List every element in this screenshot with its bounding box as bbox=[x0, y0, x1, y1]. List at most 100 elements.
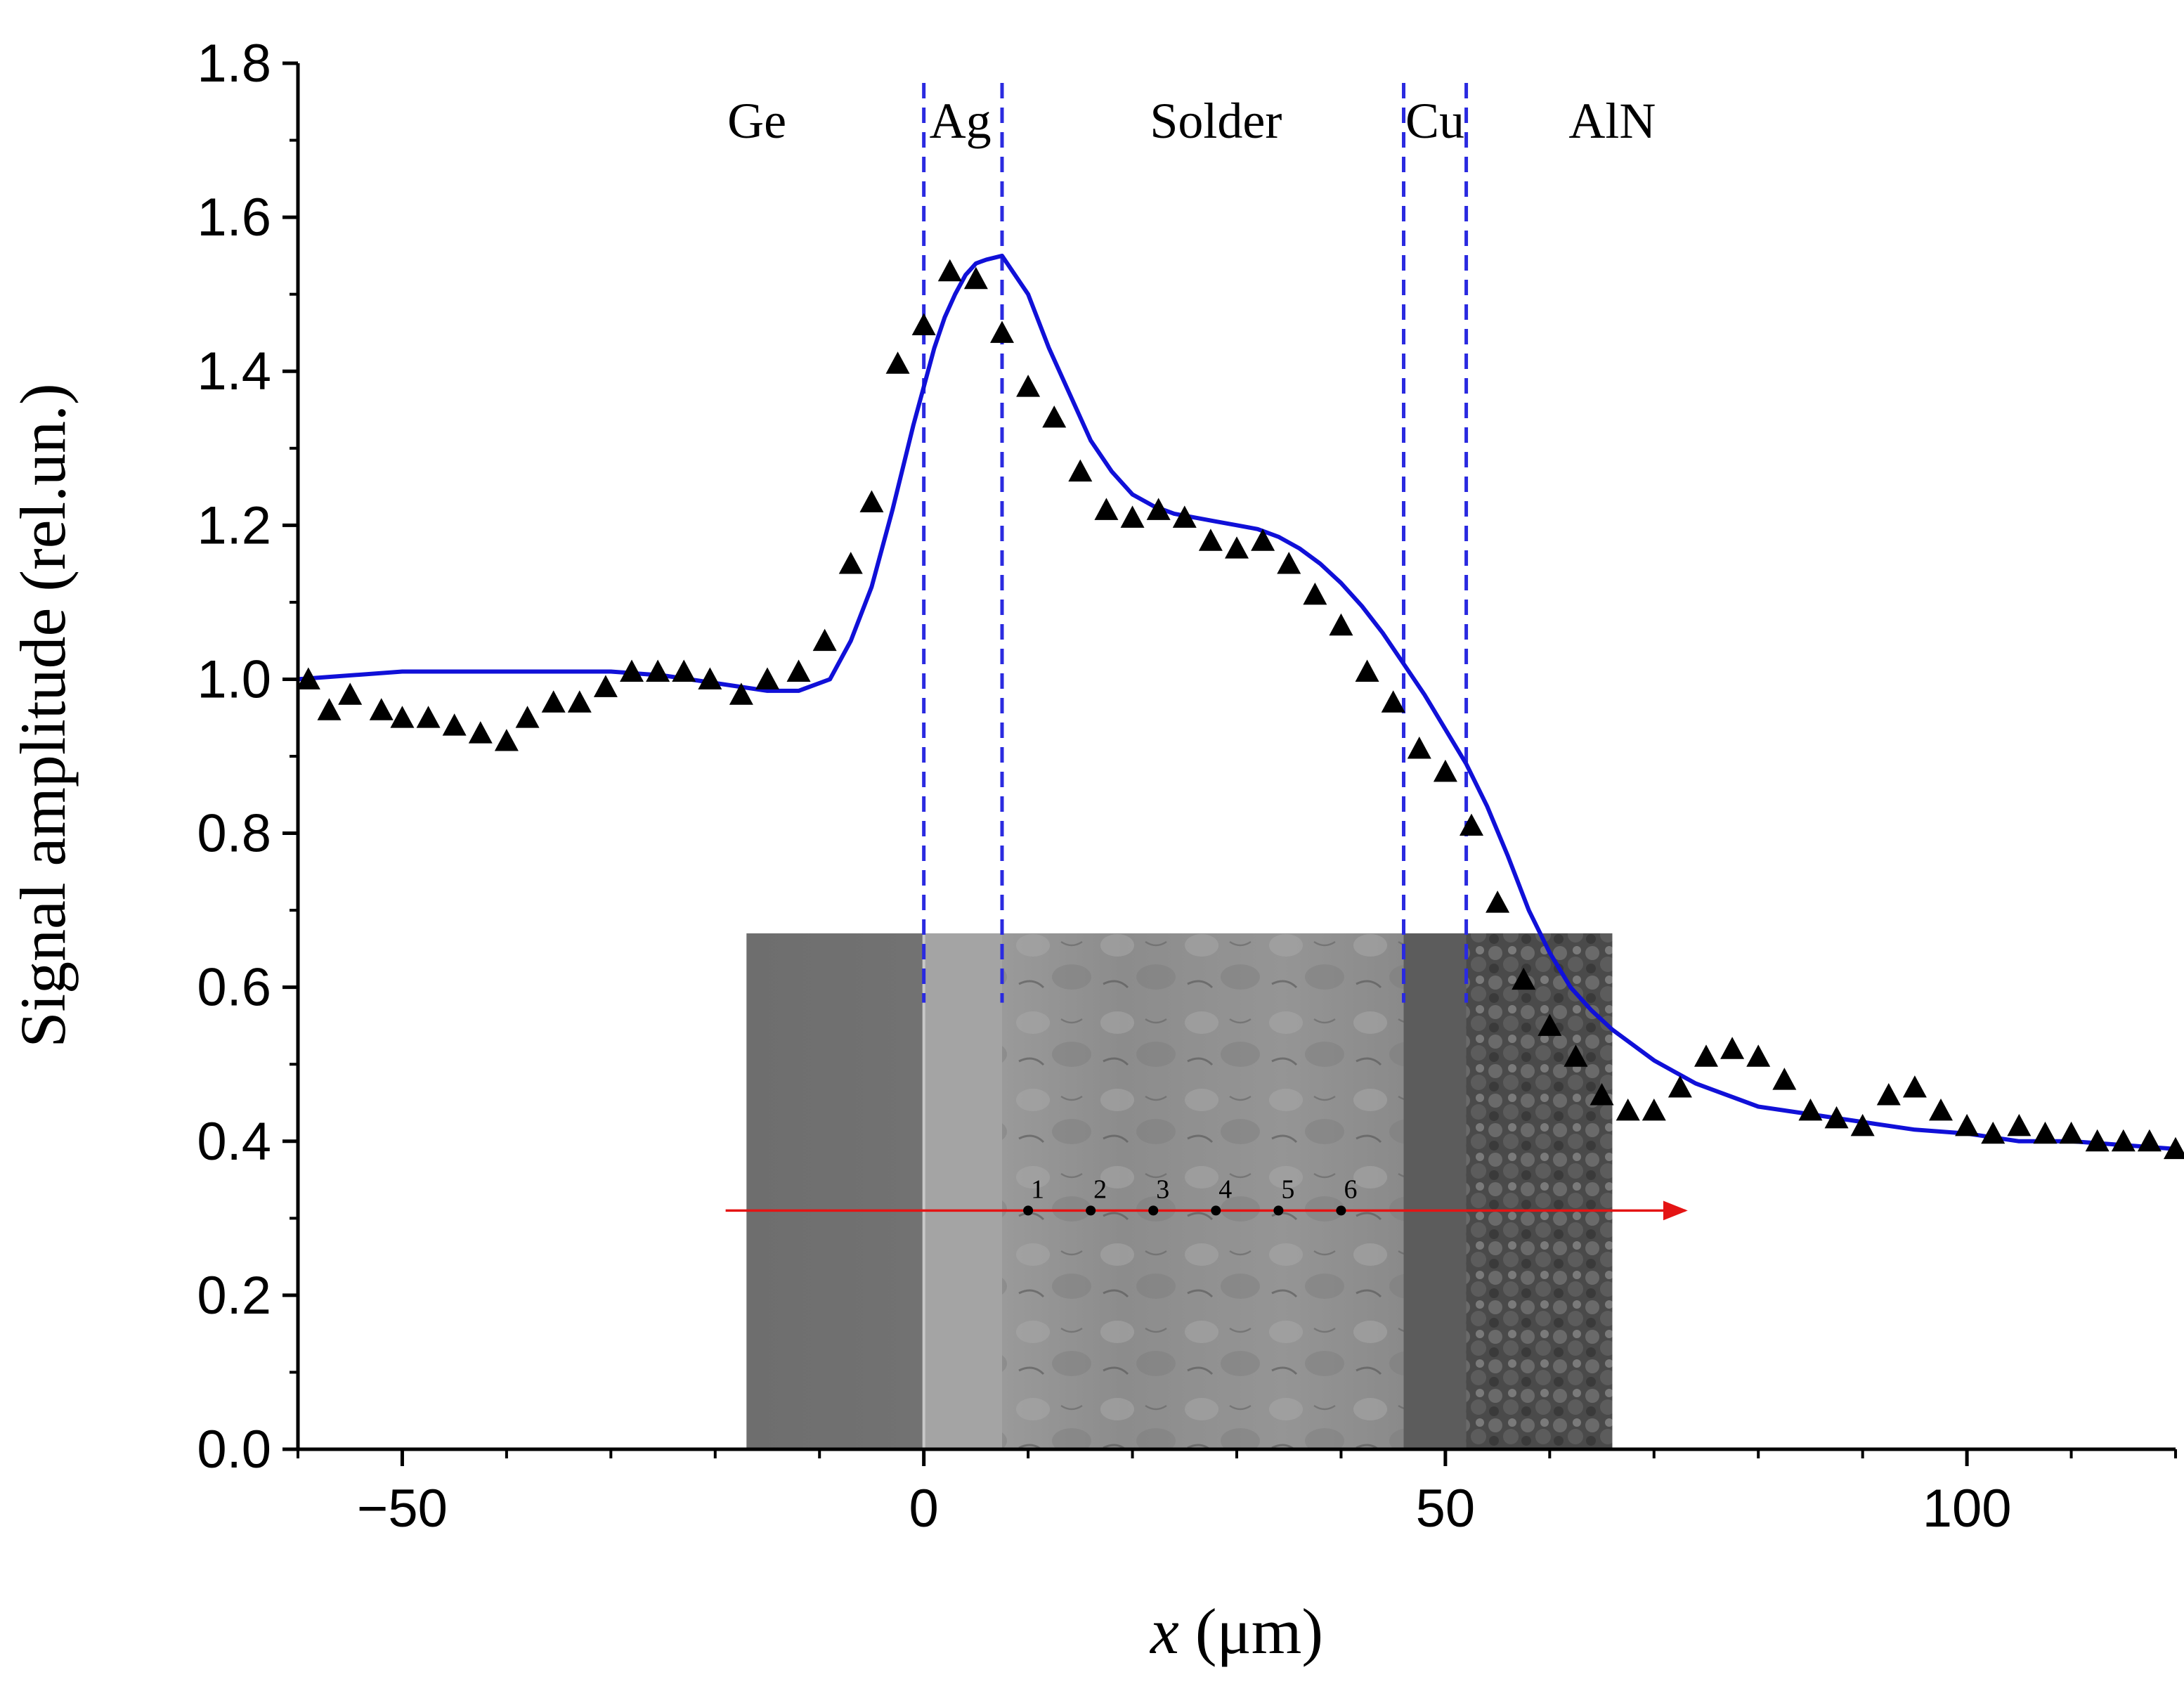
data-point bbox=[620, 659, 644, 682]
y-axis-title: Signal amplitude (rel.un.) bbox=[7, 383, 79, 1047]
scan-point-label: 4 bbox=[1218, 1174, 1232, 1204]
data-point bbox=[1955, 1113, 1980, 1136]
data-point bbox=[1172, 505, 1197, 528]
region-label-cu: Cu bbox=[1405, 93, 1464, 149]
scan-point-2 bbox=[1086, 1205, 1096, 1216]
y-tick-label: 1.0 bbox=[197, 649, 271, 709]
sem-aln-region bbox=[1466, 933, 1613, 1449]
y-tick-label: 1.2 bbox=[197, 496, 271, 555]
data-point bbox=[468, 721, 493, 744]
scan-point-5 bbox=[1273, 1205, 1284, 1216]
data-point bbox=[1746, 1044, 1771, 1067]
data-point bbox=[1407, 737, 1431, 759]
data-point bbox=[786, 659, 811, 682]
y-tick-label: 0.6 bbox=[197, 958, 271, 1018]
sem-inset-image: 1 2 3 4 5 6 bbox=[725, 933, 1688, 1449]
data-point bbox=[1198, 529, 1223, 551]
axes: 0.0 0.2 0.4 0.6 0.8 1.0 1.2 1.4 1.6 1.8 −50 0 50 100 bbox=[197, 34, 2177, 1539]
region-label-ge: Ge bbox=[727, 93, 786, 149]
scan-point-6 bbox=[1336, 1205, 1346, 1216]
layer-boundaries bbox=[922, 83, 1469, 1003]
data-point bbox=[1720, 1037, 1745, 1059]
data-point bbox=[1381, 690, 1405, 713]
data-point bbox=[1303, 582, 1327, 605]
data-point bbox=[2059, 1121, 2084, 1144]
data-point bbox=[1486, 890, 1510, 913]
data-point bbox=[567, 690, 592, 713]
y-tick-label: 1.8 bbox=[197, 34, 271, 93]
data-point bbox=[1850, 1113, 1875, 1136]
data-point bbox=[1616, 1098, 1640, 1121]
data-point bbox=[1225, 536, 1249, 559]
data-point bbox=[1772, 1068, 1797, 1090]
scan-point-label: 6 bbox=[1344, 1174, 1357, 1204]
data-point bbox=[494, 729, 519, 751]
data-point bbox=[1929, 1098, 1953, 1121]
data-point bbox=[1902, 1075, 1927, 1098]
scan-point-3 bbox=[1148, 1205, 1159, 1216]
scan-point-label: 2 bbox=[1093, 1174, 1107, 1204]
data-point bbox=[698, 667, 722, 689]
data-point bbox=[859, 490, 884, 512]
data-point bbox=[755, 667, 779, 689]
data-point bbox=[1876, 1083, 1901, 1106]
data-point bbox=[812, 628, 837, 652]
data-point bbox=[2007, 1113, 2032, 1136]
data-point bbox=[1668, 1075, 1692, 1098]
data-point bbox=[369, 698, 394, 720]
y-tick-label: 0.8 bbox=[197, 804, 271, 864]
x-tick-label: 50 bbox=[1416, 1479, 1476, 1539]
x-tick-label: 100 bbox=[1923, 1479, 2012, 1539]
region-label-aln: AlN bbox=[1568, 93, 1656, 149]
data-point bbox=[1642, 1098, 1666, 1121]
region-labels: Ge Ag Solder Cu AlN bbox=[727, 93, 1656, 149]
data-point bbox=[1564, 1044, 1588, 1067]
data-point bbox=[1512, 967, 1536, 990]
data-point bbox=[1824, 1106, 1849, 1129]
data-point bbox=[515, 706, 540, 728]
region-label-solder: Solder bbox=[1150, 93, 1282, 149]
data-point bbox=[937, 259, 962, 282]
data-point bbox=[1016, 375, 1041, 397]
data-point bbox=[1146, 498, 1171, 520]
fit-curve-series bbox=[297, 253, 2176, 1151]
data-point bbox=[1277, 552, 1301, 574]
data-point bbox=[1694, 1044, 1718, 1067]
data-point bbox=[1094, 498, 1119, 520]
data-point bbox=[2033, 1121, 2058, 1144]
data-point bbox=[672, 659, 696, 682]
scan-point-label: 1 bbox=[1031, 1174, 1044, 1204]
data-point bbox=[2111, 1129, 2136, 1152]
fit-curve bbox=[297, 253, 2176, 1151]
data-point bbox=[1538, 1013, 1562, 1036]
scan-point-label: 5 bbox=[1281, 1174, 1294, 1204]
data-point bbox=[317, 698, 342, 720]
data-point bbox=[911, 313, 936, 335]
x-tick-label: −50 bbox=[357, 1479, 448, 1539]
data-point bbox=[1329, 613, 1353, 636]
data-point bbox=[442, 713, 467, 736]
x-axis-variable: x bbox=[1149, 1595, 1179, 1667]
y-tick-label: 1.4 bbox=[197, 342, 271, 401]
sem-solder-texture bbox=[1002, 933, 1404, 1449]
scan-point-1 bbox=[1023, 1205, 1034, 1216]
data-point bbox=[838, 552, 863, 574]
data-point bbox=[541, 690, 566, 713]
data-point bbox=[990, 320, 1014, 343]
data-point bbox=[593, 675, 618, 697]
y-tick-label: 1.6 bbox=[197, 188, 271, 247]
data-point bbox=[1120, 505, 1145, 528]
data-point bbox=[1981, 1121, 2006, 1144]
sem-cu-region bbox=[1403, 933, 1467, 1449]
data-point bbox=[1251, 529, 1275, 551]
measured-points-series bbox=[296, 259, 2184, 1160]
data-point bbox=[1460, 813, 1483, 836]
data-point bbox=[646, 659, 670, 682]
y-tick-label: 0.2 bbox=[197, 1266, 271, 1326]
data-point bbox=[2085, 1129, 2110, 1152]
data-point bbox=[1433, 759, 1457, 782]
data-point bbox=[390, 706, 415, 728]
data-point bbox=[1068, 459, 1093, 482]
x-tick-label: 0 bbox=[909, 1479, 939, 1539]
